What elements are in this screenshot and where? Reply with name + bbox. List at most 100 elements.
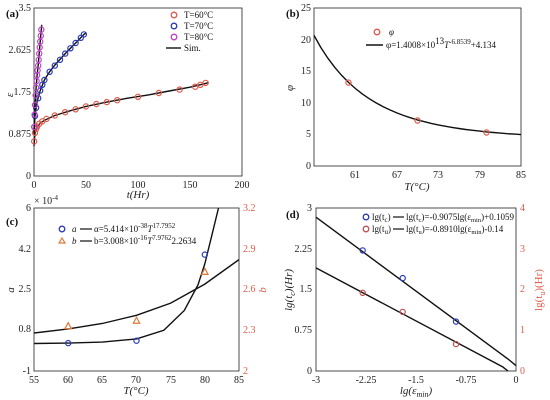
panel-a-x-label: t(Hr) bbox=[127, 189, 150, 201]
panel-c-y2-tick: 2.3 bbox=[243, 325, 256, 336]
d-xlabel-sub: min bbox=[416, 390, 428, 399]
panel-d: (d) -3 -2.25 -1.5 -0.75 0 0 0.75 1.5 2.2… bbox=[283, 203, 547, 399]
point-tu bbox=[359, 289, 366, 296]
panel-d-plot bbox=[315, 216, 517, 372]
panel-d-y2-tick: 4 bbox=[520, 203, 525, 214]
fit-line-tc bbox=[315, 216, 517, 367]
tu-fit-b: )=-0.8910lg(ε bbox=[422, 224, 472, 234]
d-ylabel-main: lg(t bbox=[283, 295, 295, 311]
panel-b-axes-frame bbox=[313, 7, 522, 167]
point-tu bbox=[452, 340, 460, 348]
panel-b-y-tick: 0 bbox=[306, 161, 311, 172]
tc-fit-a: lg(t bbox=[406, 212, 419, 222]
legend-label-tc: lg(tc) bbox=[372, 212, 391, 224]
fit-curve-a bbox=[34, 208, 220, 345]
panel-d-axes-frame bbox=[315, 207, 517, 372]
panel-d-y2-tick: 2 bbox=[520, 284, 525, 295]
data-point-series-1 bbox=[80, 31, 88, 38]
legend-marker-60c bbox=[170, 11, 178, 19]
legend-label-80c: T=80°C bbox=[184, 32, 213, 42]
panel-a-y-tick: 0 bbox=[26, 171, 31, 182]
tc-fit-c: )+0.1059 bbox=[481, 212, 514, 222]
data-point-series-2 bbox=[38, 26, 45, 33]
panel-b-x-tick: 85 bbox=[516, 170, 526, 181]
legend-marker-80c bbox=[170, 33, 178, 41]
data-point-series-1 bbox=[41, 76, 48, 84]
legend-label-60c: T=60°C bbox=[184, 10, 213, 20]
legend-label-tu-fit: lg(tu)=-0.8910lg(εmin)-0.14 bbox=[406, 224, 504, 236]
panel-d-y2-label: lg(tu)(Hr) bbox=[533, 269, 547, 311]
data-point-series-1 bbox=[67, 45, 74, 52]
panel-a-x-ticks: 0 50 100 150 200 bbox=[32, 180, 250, 191]
panel-c-x-tick: 70 bbox=[131, 375, 141, 386]
data-point-series-2 bbox=[33, 77, 40, 85]
panel-a-y-tick: 0.875 bbox=[9, 129, 32, 140]
panel-d-y-tick: 2.25 bbox=[295, 244, 313, 255]
panel-b-x-tick: 79 bbox=[475, 170, 485, 181]
legend-marker-phi bbox=[373, 28, 381, 36]
data-point-series-0 bbox=[43, 115, 50, 123]
data-point-series-0 bbox=[93, 100, 100, 108]
legend-marker-tu bbox=[362, 225, 370, 233]
tu-fit-sub: u bbox=[419, 229, 423, 236]
panel-d-y-tick: 3 bbox=[307, 203, 312, 214]
legend-marker-70c bbox=[170, 22, 178, 30]
data-point-series-0 bbox=[202, 79, 209, 87]
panel-c-y2-tick: 3.2 bbox=[243, 203, 256, 214]
legend-marker-a bbox=[58, 225, 66, 233]
data-point-series-1 bbox=[51, 62, 59, 69]
tc-fit-sub: c bbox=[419, 217, 422, 224]
a-fit-T: T bbox=[147, 224, 153, 234]
panel-b-y-tick: 15 bbox=[301, 66, 311, 77]
panel-c-axes-frame bbox=[33, 207, 240, 372]
panel-c-y-tick: 0.8 bbox=[19, 324, 32, 335]
panel-d-x-tick: -3 bbox=[312, 375, 320, 386]
panel-c-x-ticks: 55 60 65 70 75 80 85 bbox=[29, 375, 244, 386]
legend-label-phi-fit: φ=1.4008×1013T-6.8539+4.134 bbox=[386, 36, 497, 50]
data-point-series-1 bbox=[46, 68, 53, 76]
panel-c-x-tick: 85 bbox=[234, 375, 244, 386]
data-point-series-0 bbox=[31, 138, 38, 145]
fit-curve-b bbox=[34, 259, 239, 334]
phi-fit-const: +4.134 bbox=[471, 40, 497, 50]
data-point-series-0 bbox=[103, 98, 111, 106]
panel-d-x-ticks: -3 -2.25 -1.5 -0.75 0 bbox=[312, 375, 519, 386]
point-tc bbox=[359, 247, 366, 254]
point-tu bbox=[399, 308, 406, 316]
panel-d-y2-tick: 3 bbox=[520, 244, 525, 255]
d-ylabel-tail: )(Hr) bbox=[283, 269, 295, 294]
panel-b-x-ticks: 61 67 73 79 85 bbox=[350, 170, 526, 181]
panel-a-y-ticks: 0 0.875 1.75 2.625 3.5 bbox=[9, 3, 32, 182]
panel-d-y-label: lg(tc)(Hr) bbox=[283, 269, 297, 311]
sim-line-1 bbox=[33, 32, 87, 134]
panel-b: (b) 61 67 73 79 85 0 5 10 15 20 25 T(°C)… bbox=[284, 3, 526, 193]
panel-a-x-tick: 50 bbox=[81, 180, 91, 191]
data-point-series-2 bbox=[36, 44, 43, 51]
d-xlabel-main: lg(ε bbox=[400, 385, 417, 397]
panel-d-y-tick: 0.75 bbox=[295, 325, 313, 336]
a-fit-text: α=5.414×10 bbox=[94, 224, 139, 234]
panel-c-x-tick: 75 bbox=[166, 375, 176, 386]
d-y2label-main: lg(t bbox=[533, 296, 545, 311]
panel-c: (c) × 10-4 55 60 65 70 75 80 85 -1 0.8 2… bbox=[5, 194, 269, 397]
data-point-series-2 bbox=[32, 92, 39, 99]
panel-c-y-tick: 6 bbox=[26, 203, 31, 214]
data-point-series-0 bbox=[134, 93, 142, 101]
data-point-series-0 bbox=[113, 96, 121, 104]
panel-b-x-label: T(°C) bbox=[404, 181, 430, 193]
b-fit-text: b=3.008×10 bbox=[94, 236, 138, 246]
panel-d-y-tick: 1.5 bbox=[300, 284, 313, 295]
legend-label-sim: Sim. bbox=[184, 43, 201, 53]
multiplier-base: × 10 bbox=[34, 196, 52, 207]
point-b bbox=[200, 267, 210, 275]
tu-fit-c: )-0.14 bbox=[481, 224, 503, 234]
point-b bbox=[63, 321, 73, 330]
panel-b-x-tick: 61 bbox=[350, 170, 360, 181]
point-a bbox=[201, 251, 208, 258]
data-point-series-2 bbox=[37, 32, 45, 40]
data-point-series-2 bbox=[37, 38, 44, 45]
b-fit-const: 2.2634 bbox=[172, 236, 197, 246]
panel-a-x-tick: 100 bbox=[131, 180, 146, 191]
panel-b-y-tick: 5 bbox=[306, 129, 311, 140]
phi-fit-curve bbox=[313, 35, 522, 136]
